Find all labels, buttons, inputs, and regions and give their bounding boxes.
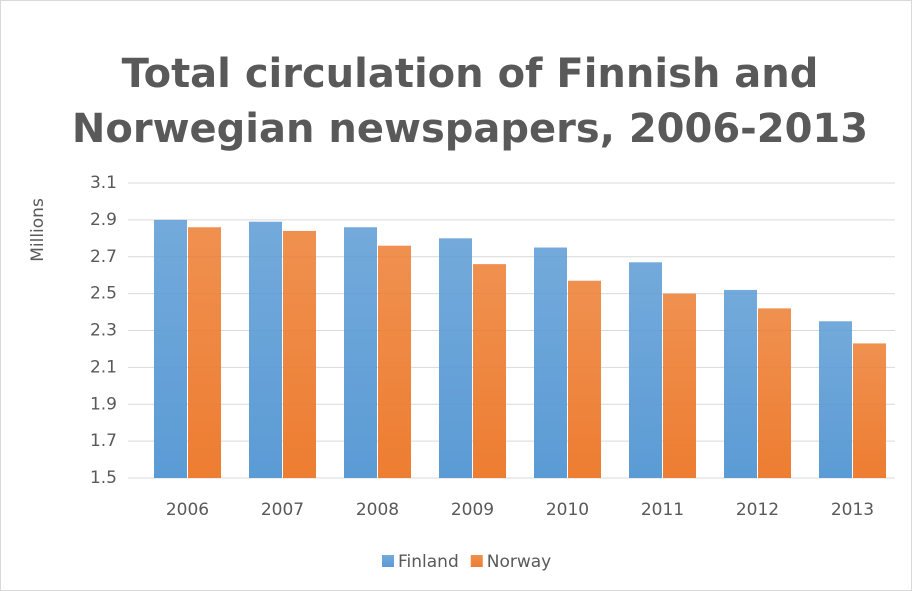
bar [188, 227, 221, 478]
y-tick-label: 2.5 [90, 284, 117, 304]
x-tick-label: 2010 [546, 500, 589, 520]
bar [663, 293, 696, 478]
chart-title: Norwegian newspapers, 2006-2013 [72, 106, 868, 152]
x-tick-label: 2013 [831, 500, 874, 520]
x-tick-label: 2008 [356, 500, 399, 520]
bar [473, 264, 506, 478]
legend-label: Finland [398, 552, 459, 572]
y-tick-label: 2.3 [90, 321, 117, 341]
y-tick-label: 2.7 [90, 247, 117, 267]
bar [283, 230, 316, 478]
y-tick-label: 1.7 [90, 431, 117, 451]
legend-swatch [382, 555, 394, 567]
x-tick-label: 2007 [261, 500, 304, 520]
bar [568, 280, 601, 478]
bar [534, 247, 567, 478]
bar [758, 308, 791, 478]
y-tick-label: 2.1 [90, 357, 117, 377]
bar [629, 262, 662, 478]
bar [853, 343, 886, 478]
bar [439, 238, 472, 478]
y-tick-label: 1.9 [90, 394, 117, 414]
y-tick-label: 1.5 [90, 468, 117, 488]
x-tick-label: 2006 [166, 500, 209, 520]
y-tick-label: 2.9 [90, 210, 117, 230]
chart-title: Total circulation of Finnish and [122, 51, 819, 97]
y-tick-label: 3.1 [90, 173, 117, 193]
x-tick-label: 2012 [736, 500, 779, 520]
bar [819, 321, 852, 478]
bar [344, 227, 377, 478]
bar [249, 221, 282, 478]
legend-swatch [470, 555, 483, 567]
legend-label: Norway [487, 552, 552, 572]
bar [154, 219, 187, 478]
y-axis-title: Millions [28, 198, 48, 262]
x-tick-label: 2009 [451, 500, 494, 520]
bar [724, 289, 757, 478]
x-tick-label: 2011 [641, 500, 684, 520]
bar [378, 245, 411, 478]
